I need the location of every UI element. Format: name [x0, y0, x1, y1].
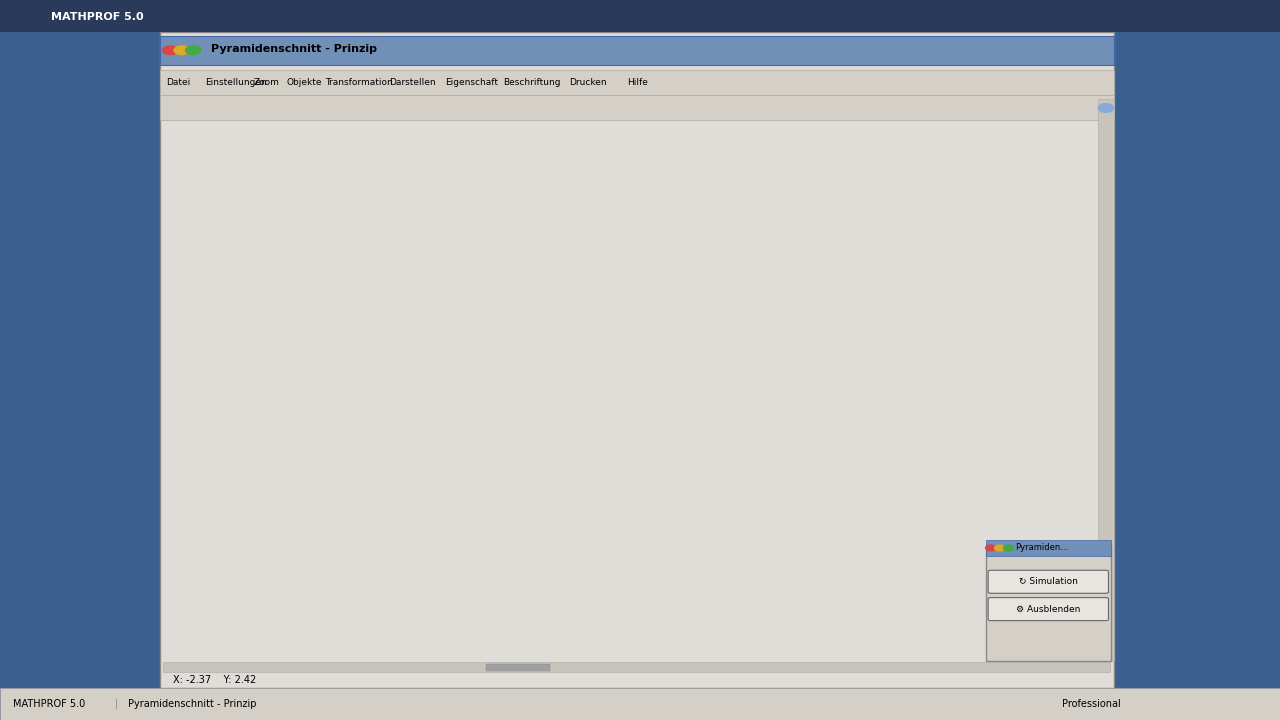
- Text: Darstellen: Darstellen: [389, 78, 435, 87]
- Text: X: X: [1083, 369, 1093, 382]
- Text: Transformation: Transformation: [325, 78, 393, 87]
- Text: MATHPROF 5.0: MATHPROF 5.0: [13, 699, 84, 709]
- Text: Art: Trapez: Art: Trapez: [225, 158, 302, 171]
- Text: ⚙ Ausblenden: ⚙ Ausblenden: [1016, 605, 1080, 613]
- FancyBboxPatch shape: [795, 382, 814, 397]
- FancyBboxPatch shape: [475, 322, 494, 336]
- Text: Zoom: Zoom: [253, 78, 279, 87]
- Text: Datei: Datei: [166, 78, 191, 87]
- Text: Drucken: Drucken: [570, 78, 607, 87]
- Text: Pyramiden...: Pyramiden...: [1015, 544, 1069, 552]
- Text: Pyramidenschnitt - Prinzip: Pyramidenschnitt - Prinzip: [128, 699, 256, 709]
- Text: Eigenschaft: Eigenschaft: [445, 78, 498, 87]
- Text: Objekte: Objekte: [287, 78, 323, 87]
- Polygon shape: [538, 422, 709, 535]
- Text: Einstellungen: Einstellungen: [205, 78, 266, 87]
- Text: Beschriftung: Beschriftung: [503, 78, 561, 87]
- Text: ↻ Simulation: ↻ Simulation: [1019, 577, 1078, 586]
- Text: MATHPROF 5.0: MATHPROF 5.0: [51, 12, 143, 22]
- Text: Professional: Professional: [1062, 699, 1121, 709]
- Text: Hilfe: Hilfe: [627, 78, 648, 87]
- Text: Pyramidenschnitt - Prinzip: Pyramidenschnitt - Prinzip: [211, 44, 378, 54]
- Text: X: -2.37    Y: 2.42: X: -2.37 Y: 2.42: [173, 675, 256, 685]
- Text: Y: Y: [759, 127, 768, 140]
- Text: |: |: [115, 699, 119, 709]
- Text: Schnittwinkel: 14,04°: Schnittwinkel: 14,04°: [225, 189, 375, 202]
- Polygon shape: [564, 217, 724, 354]
